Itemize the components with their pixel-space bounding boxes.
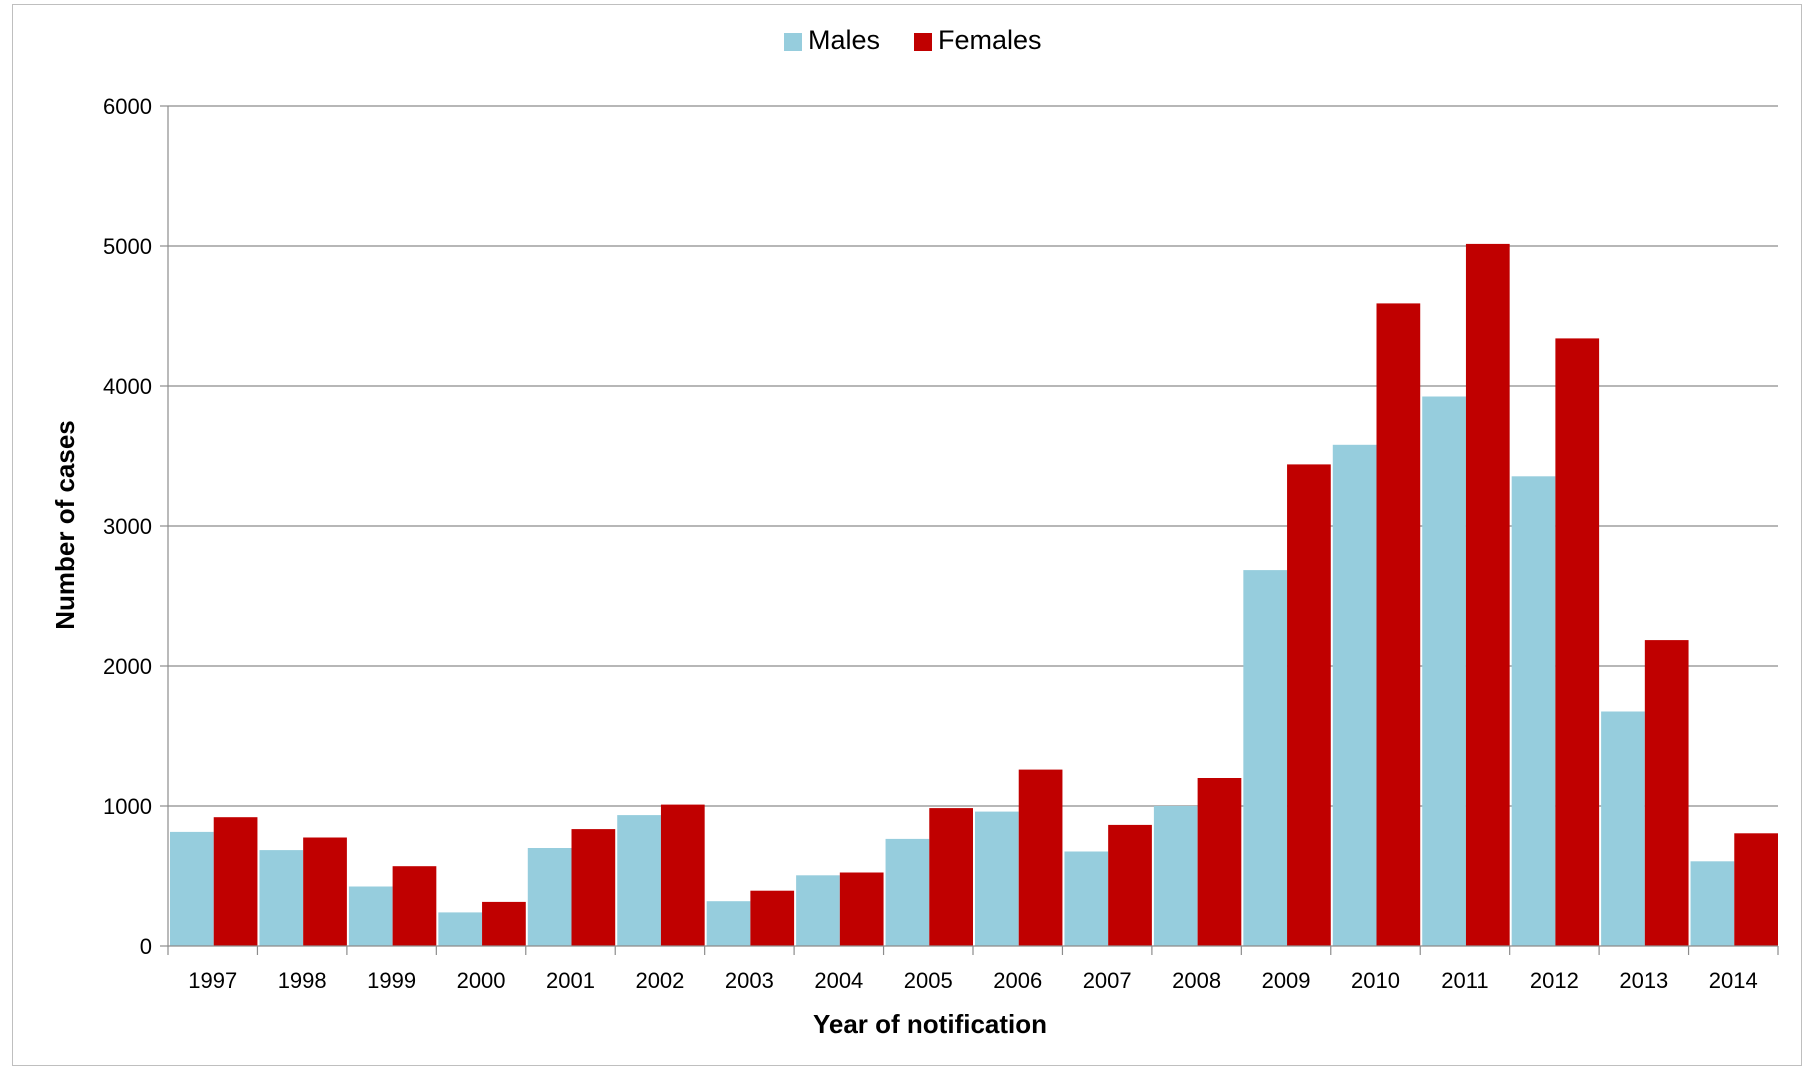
bar-males-2006 (975, 811, 1019, 946)
x-tick-label-2013: 2013 (1619, 968, 1668, 993)
x-tick-label-2000: 2000 (457, 968, 506, 993)
bar-males-2007 (1064, 851, 1109, 946)
bar-females-2007 (1108, 824, 1152, 946)
x-tick-label-1998: 1998 (278, 968, 327, 993)
y-tick-label-4000: 4000 (103, 374, 152, 399)
legend-swatch-females (914, 33, 932, 51)
y-tick-label-2000: 2000 (103, 654, 152, 679)
bar-females-2000 (482, 901, 526, 946)
bar-males-2008 (1153, 806, 1198, 946)
bar-males-2001 (527, 848, 572, 946)
y-tick-label-0: 0 (140, 934, 152, 959)
y-axis-title: Number of cases (50, 420, 80, 630)
x-tick-label-2011: 2011 (1441, 968, 1488, 993)
x-tick-label-2006: 2006 (993, 968, 1042, 993)
bar-males-2013 (1601, 711, 1645, 946)
bar-females-2004 (839, 872, 884, 946)
bar-females-1997 (213, 817, 258, 946)
bars (170, 243, 1778, 946)
bar-females-2001 (571, 829, 616, 946)
bar-females-2011 (1465, 243, 1510, 946)
bar-females-2010 (1376, 303, 1421, 946)
legend: Males Females (784, 25, 1042, 55)
bar-males-2011 (1422, 396, 1466, 946)
x-tick-label-2004: 2004 (814, 968, 863, 993)
legend-swatch-males (784, 33, 802, 51)
bar-females-1998 (303, 837, 347, 946)
bar-females-2013 (1644, 640, 1689, 946)
bar-males-2012 (1511, 476, 1556, 946)
x-tick-label-1997: 1997 (188, 968, 237, 993)
bar-males-1997 (170, 831, 214, 946)
bar-females-2008 (1197, 778, 1242, 946)
x-tick-label-2002: 2002 (635, 968, 684, 993)
x-tick-label-2012: 2012 (1530, 968, 1579, 993)
x-tick-labels: 1997 1998 1999 2000 2001 2002 2003 2004 2005 2006… (188, 968, 1758, 993)
y-tick-label-6000: 6000 (103, 94, 152, 119)
bar-females-2002 (660, 804, 705, 946)
x-tick-label-2014: 2014 (1709, 968, 1758, 993)
x-tick-label-1999: 1999 (367, 968, 416, 993)
y-tick-labels: 0 1000 2000 3000 4000 5000 6000 (103, 94, 152, 959)
x-tick-label-2001: 2001 (546, 968, 595, 993)
y-tick-label-1000: 1000 (103, 794, 152, 819)
y-tick-label-5000: 5000 (103, 234, 152, 259)
bar-females-2012 (1555, 338, 1600, 946)
bar-females-1999 (392, 866, 437, 946)
bar-males-1998 (259, 850, 304, 946)
x-tick-label-2007: 2007 (1083, 968, 1132, 993)
bar-females-2014 (1734, 833, 1778, 946)
axes (160, 105, 1779, 955)
x-tick-label-2005: 2005 (904, 968, 953, 993)
bar-females-2005 (929, 808, 973, 946)
bar-males-2010 (1332, 444, 1377, 946)
bar-males-2002 (617, 815, 661, 946)
bar-females-2003 (750, 890, 795, 946)
bar-males-2005 (885, 838, 930, 946)
legend-label-males: Males (808, 25, 880, 55)
bar-males-2004 (796, 875, 840, 946)
bar-females-2006 (1018, 769, 1063, 946)
bar-males-2009 (1243, 570, 1288, 946)
x-tick-label-2010: 2010 (1351, 968, 1400, 993)
x-axis-title: Year of notification (813, 1009, 1047, 1039)
legend-label-females: Females (938, 25, 1042, 55)
bar-males-2014 (1690, 861, 1735, 946)
bar-males-2000 (438, 912, 483, 946)
x-tick-label-2009: 2009 (1262, 968, 1311, 993)
y-tick-label-3000: 3000 (103, 514, 152, 539)
x-tick-label-2008: 2008 (1172, 968, 1221, 993)
bar-males-2003 (706, 901, 751, 946)
bar-males-1999 (348, 886, 393, 946)
x-tick-label-2003: 2003 (725, 968, 774, 993)
bar-females-2009 (1287, 464, 1331, 946)
